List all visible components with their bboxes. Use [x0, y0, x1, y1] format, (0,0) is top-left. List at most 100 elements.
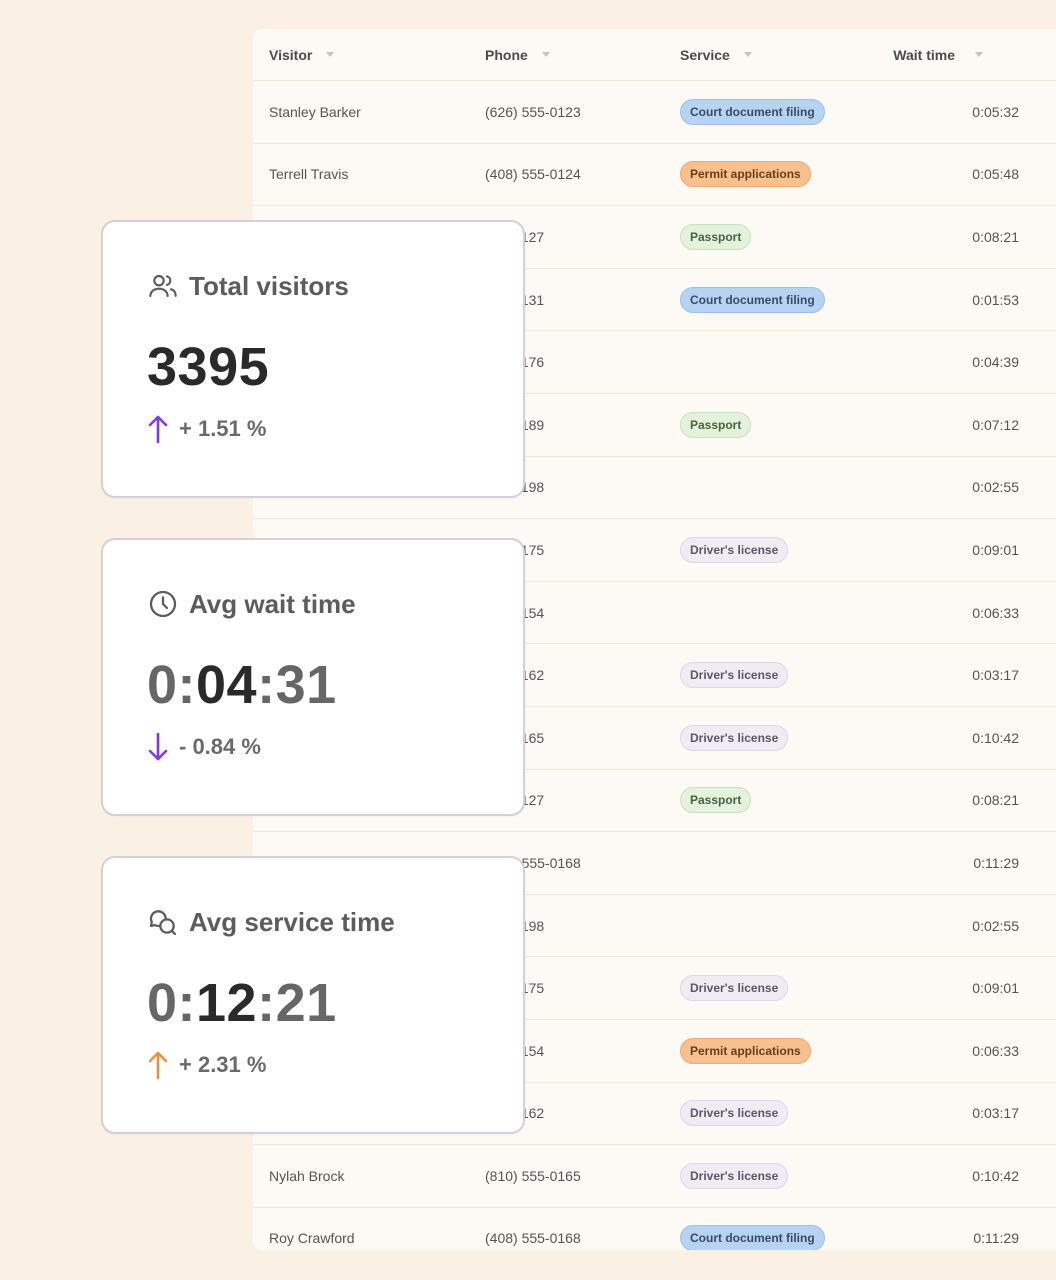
avg-service-time-value: 0:12:21: [147, 972, 337, 1034]
avg-service-time-card: Avg service time 0:12:21 + 2.31 %: [101, 856, 525, 1134]
service-badge: Passport: [680, 411, 752, 438]
card-title: Avg wait time: [147, 588, 356, 620]
change-indicator: - 0.84 %: [147, 732, 261, 762]
sort-caret-icon: [541, 52, 550, 57]
wait-time: 0:09:01: [972, 980, 1019, 997]
service-cell: Passport: [680, 770, 752, 832]
avg-wait-time-value: 0:04:31: [147, 654, 337, 716]
avg-wait-time-card: Avg wait time 0:04:31 - 0.84 %: [101, 538, 525, 816]
total-visitors-card: Total visitors 3395 + 1.51 %: [101, 220, 525, 498]
service-cell: Driver's license: [680, 957, 789, 1019]
service-cell: Driver's license: [680, 1145, 789, 1207]
value-separator: :: [257, 655, 276, 715]
wait-time: 0:02:55: [972, 917, 1019, 934]
wait-time: 0:11:29: [973, 1230, 1019, 1247]
service-badge: Driver's license: [680, 1100, 789, 1127]
wait-time: 0:01:53: [972, 291, 1019, 308]
visitor-name: Nylah Brock: [269, 1167, 345, 1184]
change-value: - 0.84 %: [179, 734, 261, 759]
service-cell: Court document filing: [680, 1208, 825, 1250]
card-title: Avg service time: [147, 906, 395, 938]
sort-caret-icon: [743, 52, 752, 57]
service-badge: Court document filing: [680, 286, 825, 313]
column-label: Wait time: [893, 46, 955, 63]
wait-time: 0:08:21: [972, 792, 1019, 809]
service-badge: Passport: [680, 223, 752, 250]
column-label: Service: [680, 46, 730, 63]
value-seconds: 21: [275, 973, 337, 1033]
change-indicator: + 1.51 %: [147, 414, 266, 444]
phone-number: (408) 555-0168: [485, 1230, 581, 1247]
wait-time: 0:09:01: [972, 541, 1019, 558]
service-cell: Permit applications: [680, 1020, 811, 1082]
service-badge: Permit applications: [680, 1037, 811, 1064]
wait-time: 0:05:32: [972, 103, 1019, 120]
service-cell: Driver's license: [680, 1083, 789, 1145]
card-title-label: Total visitors: [189, 270, 349, 301]
service-badge: Driver's license: [680, 975, 789, 1002]
clock-icon: [149, 590, 177, 618]
column-header-wait-time[interactable]: Wait time: [853, 29, 983, 80]
wait-time: 0:03:17: [972, 1105, 1019, 1122]
column-header-visitor[interactable]: Visitor: [269, 29, 335, 80]
total-visitors-value: 3395: [147, 337, 270, 397]
sort-caret-icon: [326, 52, 335, 57]
wait-time: 0:10:42: [972, 1167, 1019, 1184]
table-header: Visitor Phone Service Wait time: [253, 29, 1056, 81]
change-value: + 1.51 %: [179, 416, 267, 441]
card-title-label: Avg wait time: [189, 588, 356, 619]
wait-time: 0:03:17: [972, 667, 1019, 684]
value-minutes: 12: [196, 973, 258, 1033]
users-icon: [149, 274, 177, 298]
service-cell: Passport: [680, 206, 752, 268]
table-row[interactable]: Stanley Barker (626) 555-0123 Court docume…: [253, 81, 1056, 144]
service-badge: Passport: [680, 787, 752, 814]
card-title: Total visitors: [147, 270, 349, 302]
value-hours: 0:: [147, 655, 197, 715]
wait-time: 0:11:29: [973, 854, 1019, 871]
wait-time: 0:10:42: [972, 729, 1019, 746]
column-label: Visitor: [269, 46, 313, 63]
chat-bubbles-icon: [149, 910, 177, 936]
table-row[interactable]: Roy Crawford (408) 555-0168 Court document…: [253, 1208, 1056, 1250]
value-seconds: 31: [275, 655, 337, 715]
visitor-name: Terrell Travis: [269, 166, 349, 183]
value-separator: :: [257, 973, 276, 1033]
service-cell: Driver's license: [680, 644, 789, 706]
service-cell: Driver's license: [680, 707, 789, 769]
phone-number: (408) 555-0124: [485, 166, 581, 183]
wait-time: 0:06:33: [972, 604, 1019, 621]
phone-number: (810) 555-0165: [485, 1167, 581, 1184]
arrow-down-icon: [148, 732, 168, 761]
arrow-up-icon: [148, 1051, 168, 1080]
service-badge: Permit applications: [680, 161, 811, 188]
service-badge: Driver's license: [680, 662, 789, 689]
wait-time: 0:04:39: [972, 354, 1019, 371]
change-indicator: + 2.31 %: [147, 1050, 266, 1080]
arrow-up-icon: [148, 415, 168, 444]
visitor-name: Roy Crawford: [269, 1230, 355, 1247]
wait-time: 0:05:48: [972, 166, 1019, 183]
service-badge: Court document filing: [680, 1225, 825, 1250]
service-cell: Permit applications: [680, 144, 811, 206]
service-badge: Driver's license: [680, 724, 789, 751]
service-cell: Passport: [680, 394, 752, 456]
service-badge: Driver's license: [680, 1162, 789, 1189]
sort-caret-icon: [975, 52, 983, 57]
wait-time: 0:06:33: [972, 1042, 1019, 1059]
value-minutes: 04: [196, 655, 258, 715]
service-cell: Driver's license: [680, 519, 789, 581]
service-cell: Court document filing: [680, 269, 825, 331]
table-row[interactable]: Terrell Travis (408) 555-0124 Permit appli…: [253, 144, 1056, 207]
service-badge: Court document filing: [680, 98, 825, 125]
service-cell: Court document filing: [680, 81, 825, 143]
visitor-name: Stanley Barker: [269, 103, 361, 120]
column-header-service[interactable]: Service: [680, 29, 752, 80]
wait-time: 0:08:21: [972, 228, 1019, 245]
table-row[interactable]: Nylah Brock (810) 555-0165 Driver's licens…: [253, 1145, 1056, 1208]
change-value: + 2.31 %: [179, 1052, 267, 1077]
column-label: Phone: [485, 46, 528, 63]
column-header-phone[interactable]: Phone: [485, 29, 550, 80]
